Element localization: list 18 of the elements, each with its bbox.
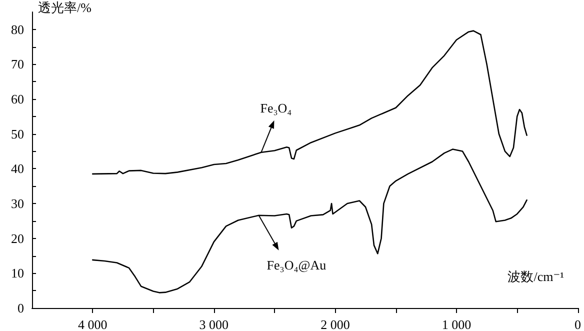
y-tick-label: 60 [11,92,24,107]
y-axis-title: 透光率/% [38,0,92,15]
y-tick-label: 30 [11,196,24,212]
y-tick-label: 50 [11,126,24,142]
x-axis-title: 波数/cm⁻¹ [508,269,564,284]
y-tick-label: 0 [18,300,24,316]
x-tick-label: 1 000 [442,317,472,331]
y-tick-label: 40 [11,161,24,176]
x-tick-label: 0 [574,317,581,331]
y-tick-label: 70 [11,56,24,72]
x-tick-label: 2 000 [320,317,350,331]
y-tick-label: 20 [11,230,24,246]
y-tick-label: 80 [11,22,24,37]
x-tick-label: 4 000 [78,317,108,331]
annotation: Fe₃O₄ [260,100,292,116]
annotation: Fe₃O₄@Au [266,257,327,272]
x-tick-label: 3 000 [199,317,229,331]
y-tick-label: 10 [11,266,24,281]
